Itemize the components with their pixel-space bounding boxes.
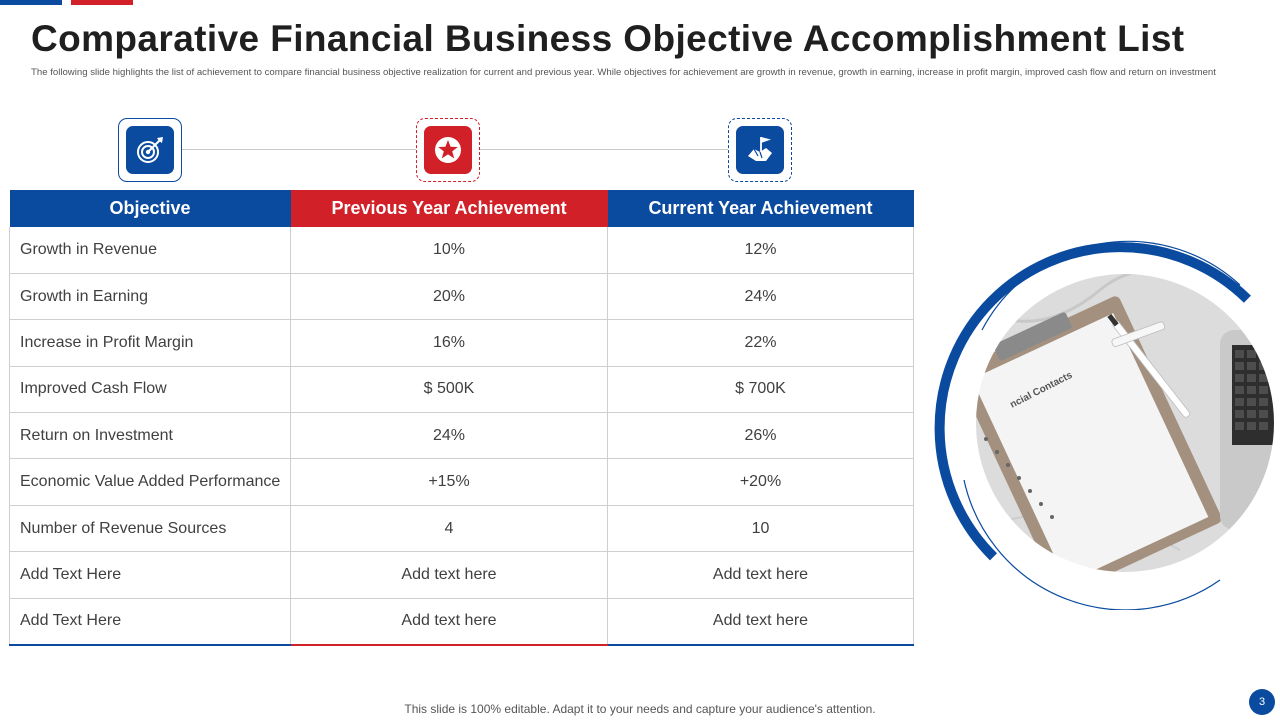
previous-value-cell: $ 500K <box>290 366 608 414</box>
table-row: Increase in Profit Margin 16% 22% <box>9 319 914 367</box>
previous-value-cell: 4 <box>290 505 608 553</box>
previous-value-cell: Add text here <box>290 551 608 599</box>
current-year-icon-box <box>728 118 792 182</box>
objective-cell: Economic Value Added Performance <box>9 458 291 506</box>
page-number-badge: 3 <box>1249 689 1275 715</box>
slide-subtitle: The following slide highlights the list … <box>31 67 1216 78</box>
table-row: Add Text Here Add text here Add text her… <box>9 598 914 646</box>
table-row: Economic Value Added Performance +15% +2… <box>9 458 914 506</box>
header-previous-year: Previous Year Achievement <box>290 190 608 227</box>
footer-note: This slide is 100% editable. Adapt it to… <box>404 702 876 716</box>
top-accent-bar-blue <box>0 0 62 5</box>
decorative-arc-thick <box>934 242 1251 561</box>
previous-year-icon-box <box>416 118 480 182</box>
table-row: Improved Cash Flow $ 500K $ 700K <box>9 366 914 414</box>
objective-cell: Improved Cash Flow <box>9 366 291 414</box>
table-row: Growth in Revenue 10% 12% <box>9 227 914 274</box>
header-current-year: Current Year Achievement <box>607 190 914 227</box>
objective-cell: Growth in Revenue <box>9 227 291 274</box>
decorative-arc-thin-bottom <box>963 479 1221 610</box>
table-row: Return on Investment 24% 26% <box>9 412 914 460</box>
previous-value-cell: 16% <box>290 319 608 367</box>
slide-title: Comparative Financial Business Objective… <box>31 18 1185 59</box>
current-value-cell: Add text here <box>607 551 914 599</box>
objective-cell: Increase in Profit Margin <box>9 319 291 367</box>
table-row: Number of Revenue Sources 4 10 <box>9 505 914 553</box>
objective-cell: Add Text Here <box>9 551 291 599</box>
decorative-arc-thin-top <box>981 240 1241 331</box>
achievement-table: Objective Previous Year Achievement Curr… <box>9 190 914 646</box>
table-row: Add Text Here Add text here Add text her… <box>9 551 914 599</box>
current-value-cell: 10 <box>607 505 914 553</box>
objective-cell: Return on Investment <box>9 412 291 460</box>
current-value-cell: 22% <box>607 319 914 367</box>
current-value-cell: $ 700K <box>607 366 914 414</box>
current-value-cell: 26% <box>607 412 914 460</box>
table-header-row: Objective Previous Year Achievement Curr… <box>9 190 914 227</box>
clipboard-bullets <box>984 437 1054 519</box>
previous-value-cell: +15% <box>290 458 608 506</box>
previous-value-cell: 24% <box>290 412 608 460</box>
star-badge-icon <box>424 126 472 174</box>
current-value-cell: +20% <box>607 458 914 506</box>
desk-photo: ncial Contacts <box>975 273 1275 573</box>
flag-handshake-icon <box>736 126 784 174</box>
circular-photo-frame: ncial Contacts <box>934 240 1276 610</box>
previous-value-cell: 20% <box>290 273 608 321</box>
objective-cell: Number of Revenue Sources <box>9 505 291 553</box>
previous-value-cell: 10% <box>290 227 608 274</box>
previous-value-cell: Add text here <box>290 598 608 646</box>
objective-cell: Add Text Here <box>9 598 291 646</box>
header-objective: Objective <box>9 190 291 227</box>
current-value-cell: 24% <box>607 273 914 321</box>
top-accent-bar-red <box>71 0 133 5</box>
current-value-cell: Add text here <box>607 598 914 646</box>
objective-cell: Growth in Earning <box>9 273 291 321</box>
objective-icon-box <box>118 118 182 182</box>
target-icon <box>126 126 174 174</box>
table-row: Growth in Earning 20% 24% <box>9 273 914 321</box>
current-value-cell: 12% <box>607 227 914 274</box>
